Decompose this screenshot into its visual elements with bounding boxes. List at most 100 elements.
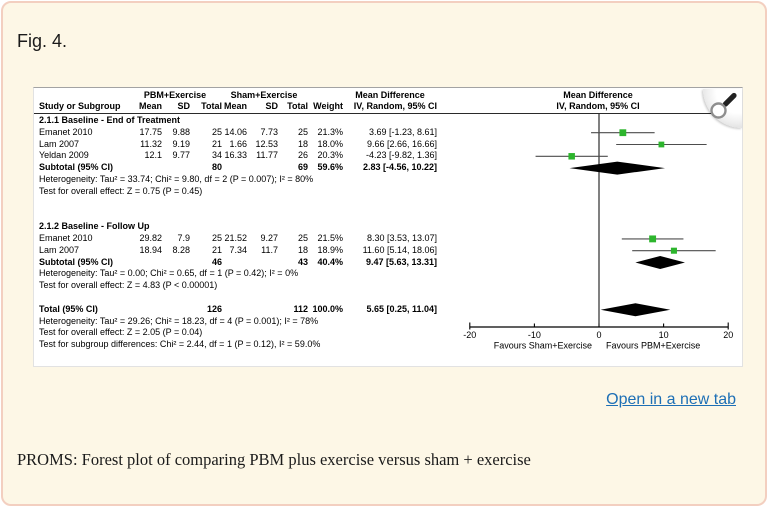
statistics-row: Heterogeneity: Tau² = 0.00; Chi² = 0.65,… — [39, 268, 299, 279]
spacer-row — [34, 209, 464, 221]
column-header: Mean — [223, 101, 247, 111]
figure-zoom-button[interactable] — [703, 89, 742, 128]
value-cell: 18 — [297, 138, 308, 149]
value-cell: 5.65 [0.25, 11.04] — [366, 303, 437, 314]
study-row: Emanet 2010 17.75 9.88 25 14.06 7.73 25 21.3% 3.… — [34, 127, 464, 139]
pooled-diamond — [600, 303, 671, 317]
favours-left-label: Favours Sham+Exercise — [494, 341, 592, 351]
study-name-cell: Emanet 2010 — [39, 126, 93, 137]
subgroup-title-row: 2.1.2 Baseline - Follow Up — [39, 221, 150, 232]
column-header: Study or Subgroup — [39, 101, 121, 111]
column-header: Weight — [313, 101, 343, 111]
pooled-row: Subtotal (95% CI) 46 43 40.4% 9.47 [5.63, 13… — [34, 257, 464, 269]
header-separator-line — [34, 113, 742, 114]
value-cell: 40.4% — [317, 256, 343, 267]
value-cell: 12.53 — [255, 138, 278, 149]
value-cell: 100.0% — [312, 303, 343, 314]
axis-tick-label: 20 — [723, 330, 733, 340]
value-cell: 21 — [211, 138, 222, 149]
value-cell: 25 — [211, 232, 222, 243]
axis-tick-label: 10 — [659, 330, 669, 340]
value-cell: 9.19 — [172, 138, 190, 149]
value-cell — [162, 304, 190, 316]
value-cell — [247, 257, 278, 269]
figure-caption: PROMS: Forest plot of comparing PBM plus… — [17, 450, 531, 469]
value-cell: 11.60 [5.14, 18.06] — [362, 244, 437, 255]
value-cell: 2.83 [-4.56, 10.22] — [362, 162, 437, 173]
favours-right-label: Favours PBM+Exercise — [606, 341, 700, 351]
study-row: Yeldan 2009 12.1 9.77 34 16.33 11.77 26 20.3% -4… — [34, 150, 464, 162]
value-cell: 126 — [206, 303, 222, 314]
value-cell: 1.66 — [229, 138, 247, 149]
value-cell — [222, 257, 247, 269]
group2-header: Sham+Exercise — [230, 90, 298, 100]
value-cell: 21 — [211, 244, 222, 255]
column-header: Total — [201, 101, 222, 111]
value-cell: 21.3% — [317, 126, 343, 137]
column-header: SD — [265, 101, 278, 111]
value-cell: 9.77 — [172, 150, 190, 161]
statistics-row: Heterogeneity: Tau² = 33.74; Chi² = 9.80… — [39, 173, 314, 184]
figure-number-label: Fig. 4. — [17, 31, 68, 51]
spacer-row — [34, 292, 464, 304]
column-header: IV, Random, 95% CI — [353, 101, 437, 111]
value-cell: 8.30 [3.53, 13.07] — [366, 232, 437, 243]
value-cell: 25 — [297, 126, 308, 137]
value-cell: 9.88 — [172, 126, 190, 137]
pooled-row: Subtotal (95% CI) 80 69 59.6% 2.83 [-4.56, 1… — [34, 162, 464, 174]
value-cell: 69 — [297, 162, 308, 173]
value-cell: 18.94 — [139, 244, 162, 255]
value-cell: 9.47 [5.63, 13.31] — [365, 256, 437, 267]
value-cell: 21.5% — [317, 232, 343, 243]
value-cell: 7.9 — [177, 232, 190, 243]
value-cell: 43 — [297, 256, 308, 267]
effect-square — [649, 235, 657, 243]
value-cell: 46 — [211, 256, 222, 267]
axis-tick-label: -10 — [528, 330, 541, 340]
study-row: Lam 2007 18.94 8.28 21 7.34 11.7 18 18.9% 11.60 … — [34, 245, 464, 257]
study-name-cell: Subtotal (95% CI) — [39, 256, 114, 267]
value-cell: 25 — [211, 126, 222, 137]
value-cell — [222, 304, 247, 316]
value-cell: 21.52 — [224, 232, 247, 243]
effect-square — [658, 141, 665, 148]
value-cell: 3.69 [-1.23, 8.61] — [368, 126, 437, 137]
forest-plot-canvas: PBM+Exercise Sham+Exercise Mean Difference… — [34, 88, 742, 366]
effect-square — [670, 247, 677, 254]
column-header: SD — [177, 101, 190, 111]
value-cell: 9.27 — [260, 232, 278, 243]
group1-header: PBM+Exercise — [143, 90, 207, 100]
value-cell: 18 — [297, 244, 308, 255]
value-cell: 59.6% — [317, 162, 343, 173]
value-cell: 20.3% — [317, 150, 343, 161]
pooled-diamond — [635, 256, 685, 269]
column-header-row: Study or Subgroup Mean SD Total Mean SD Total W… — [34, 101, 437, 112]
value-cell: 11.77 — [256, 150, 278, 161]
value-cell — [134, 257, 162, 269]
subgroup-title-row: 2.1.1 Baseline - End of Treatment — [39, 115, 181, 125]
value-cell — [247, 304, 278, 316]
column-header: Mean — [138, 101, 162, 111]
spacer-row — [34, 198, 464, 210]
forest-plot-figure[interactable]: PBM+Exercise Sham+Exercise Mean Difference… — [33, 87, 743, 367]
value-cell: 16.33 — [224, 150, 247, 161]
study-name-cell: Lam 2007 — [39, 244, 80, 255]
effect-square — [619, 129, 627, 137]
value-cell: 112 — [293, 303, 308, 314]
effect-square — [568, 153, 575, 160]
statistics-row: Test for overall effect: Z = 2.05 (P = 0… — [39, 327, 203, 338]
ci-method-plot-header: IV, Random, 95% CI — [556, 101, 640, 111]
pooled-diamond — [569, 161, 666, 175]
pooled-row: Total (95% CI) 126 112 100.0% 5.65 [0.25, 11… — [34, 304, 464, 316]
value-cell — [162, 162, 190, 174]
column-header: Total — [287, 101, 308, 111]
value-cell: 14.06 — [224, 126, 247, 137]
mean-difference-plot-header: Mean Difference — [563, 90, 633, 100]
value-cell: 29.82 — [139, 232, 162, 243]
open-in-new-tab-link[interactable]: Open in a new tab — [606, 391, 736, 408]
study-name-cell: Emanet 2010 — [39, 232, 93, 243]
value-cell: 25 — [297, 232, 308, 243]
value-cell: 7.34 — [229, 244, 247, 255]
value-cell: 80 — [211, 162, 222, 173]
